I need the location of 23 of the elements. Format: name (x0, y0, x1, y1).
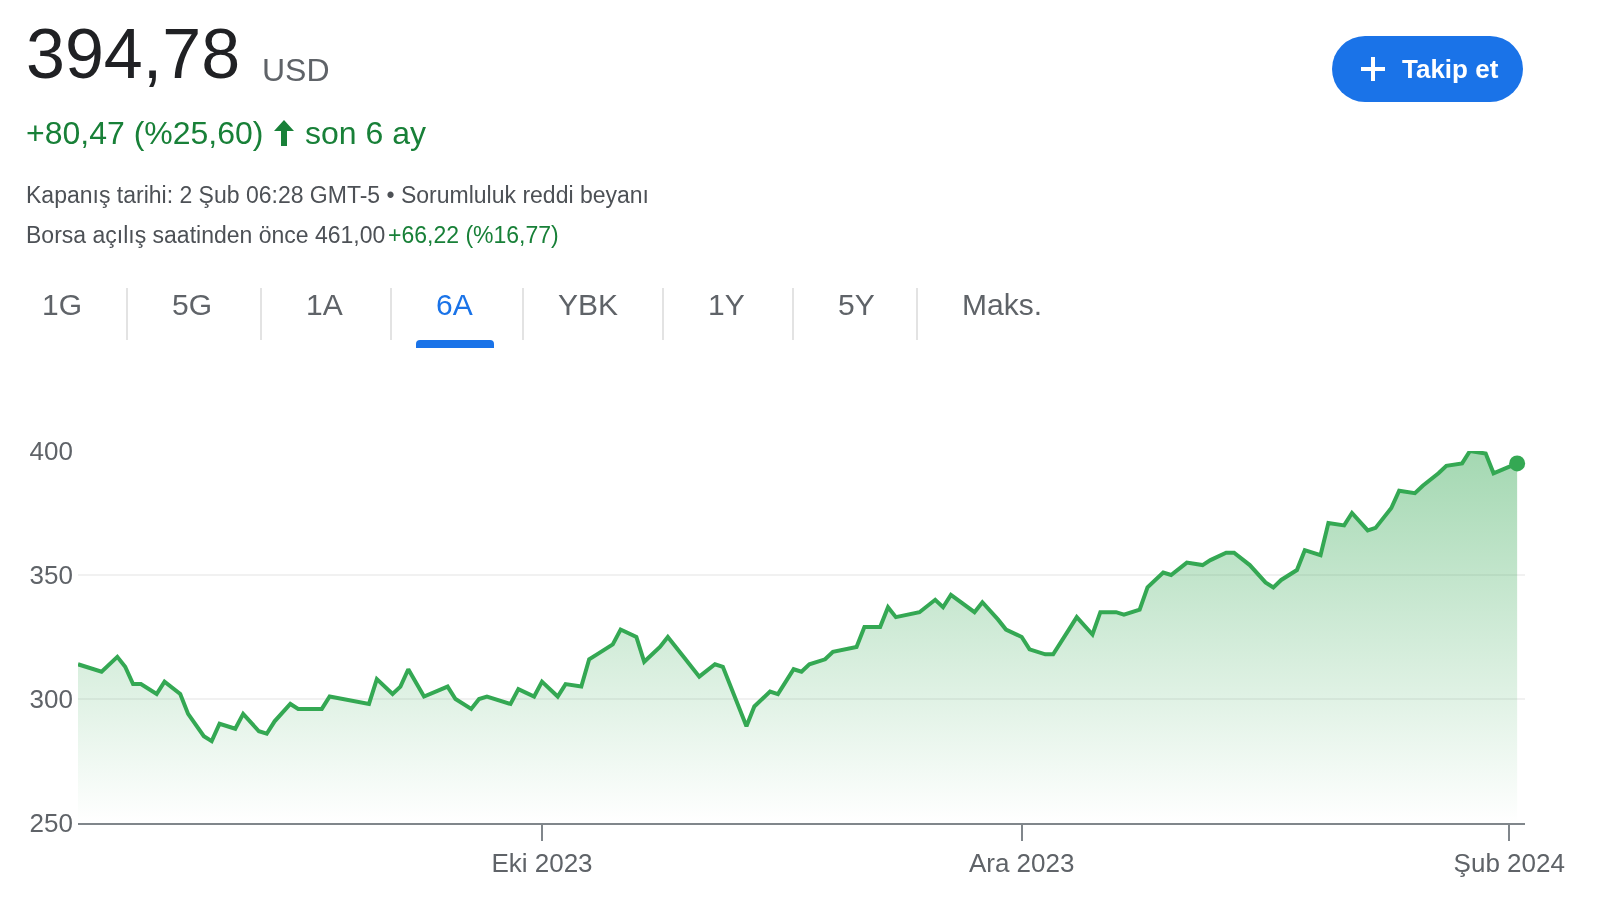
text: 5Y (838, 288, 875, 322)
y-tick-label: 300 (29, 684, 73, 715)
x-tick-label: Ara 2023 (968, 848, 1075, 879)
chart-title: 394,78 (26, 14, 241, 94)
x-tick-label: Şub 2024 (1453, 848, 1565, 879)
text: Borsa açılış saatinden önce 461,00 (26, 222, 386, 249)
text: 5G (172, 288, 213, 322)
text: Kapanış tarihi: 2 Şub 06:28 GMT-5 • Sorumluluk reddi beyanı (26, 182, 649, 209)
text: son 6 ay (305, 115, 426, 152)
text: +66,22 (%16,77) (388, 222, 559, 249)
text: 1Y (708, 288, 745, 322)
y-tick-label: 250 (29, 808, 73, 839)
text: 6A (436, 288, 473, 322)
chart-subtitle: +80,47 (%25,60) (26, 115, 264, 152)
text: USD (262, 52, 330, 89)
y-tick-label: 350 (29, 560, 73, 591)
text: Takip et (1402, 54, 1499, 85)
text: 1A (306, 288, 343, 322)
x-tick-label: Eki 2023 (491, 848, 593, 879)
text: 1G (42, 288, 83, 322)
text: Maks. (962, 288, 1043, 322)
y-tick-label: 400 (29, 436, 73, 467)
text: YBK (558, 288, 619, 322)
